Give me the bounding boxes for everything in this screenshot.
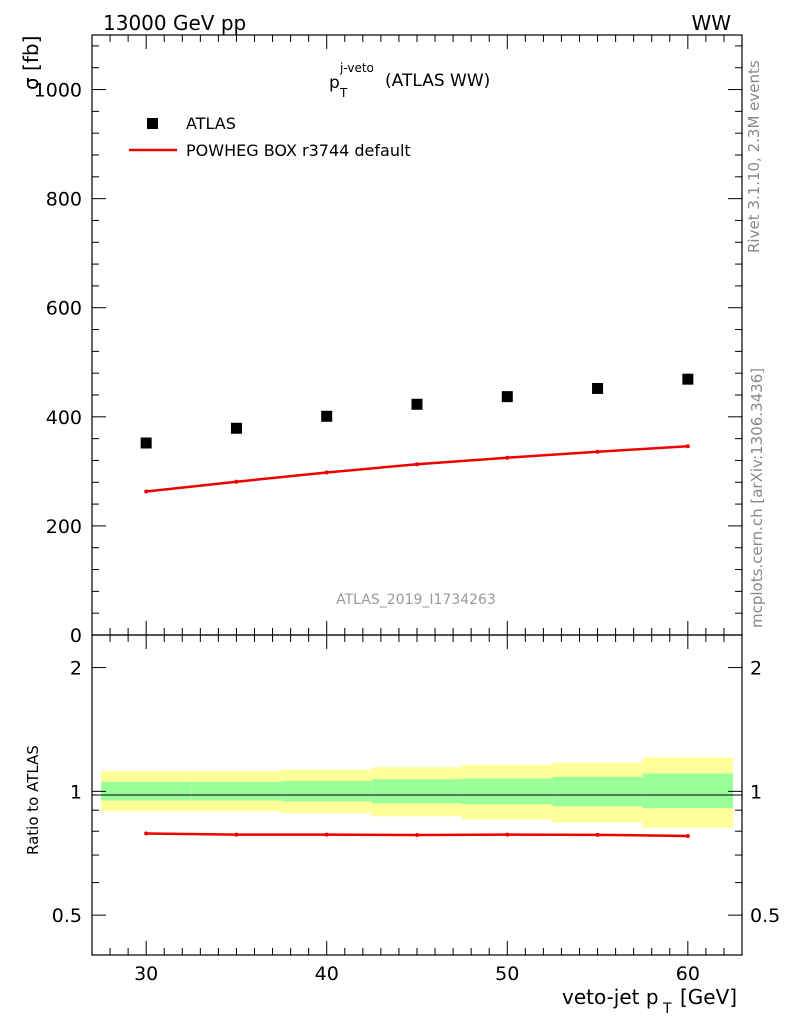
y-tick-label-main: 200	[46, 516, 82, 538]
y-tick-label-main: 800	[46, 189, 82, 211]
side-rivet-label: Rivet 3.1.10, 2.3M events	[745, 60, 763, 253]
plot-title-suffix: (ATLAS WW)	[385, 71, 490, 91]
y-tick-label-ratio-left: 0.5	[52, 905, 82, 927]
mc-series-line	[146, 445, 688, 493]
ratio-mc-point	[685, 833, 690, 838]
x-tick-label: 30	[134, 963, 158, 985]
plot-title-sup: j-veto	[339, 61, 374, 75]
data-point	[140, 437, 152, 449]
header-right: WW	[691, 11, 731, 35]
data-point	[230, 422, 242, 434]
y-tick-label-ratio-right: 2	[750, 658, 762, 680]
y-axis-label-ratio: Ratio to ATLAS	[24, 745, 42, 855]
legend-data-marker	[147, 118, 158, 129]
ratio-mc-point	[595, 832, 600, 837]
mc-point	[144, 489, 149, 494]
y-axis-label-main: σ [fb]	[19, 36, 43, 90]
data-series	[140, 373, 694, 838]
data-point	[321, 410, 333, 422]
axis-ticks	[92, 35, 742, 956]
y-tick-label-ratio-right: 1	[750, 781, 762, 803]
header-left: 13000 GeV pp	[103, 11, 246, 35]
mc-point	[595, 449, 600, 454]
y-tick-label-ratio-left: 1	[70, 781, 82, 803]
y-tick-label-main: 0	[70, 625, 82, 647]
ratio-band-inner	[101, 781, 192, 801]
ratio-band-inner	[552, 776, 643, 807]
ratio-mc-point	[505, 832, 510, 837]
ratio-band-inner	[191, 781, 282, 801]
ratio-mc-point	[234, 832, 239, 837]
ratio-band-inner	[462, 778, 553, 805]
data-point	[411, 398, 423, 410]
mc-point	[505, 455, 510, 460]
y-tick-label-main: 1000	[34, 80, 82, 102]
mc-point	[685, 444, 690, 449]
y-tick-label-ratio-right: 0.5	[750, 905, 780, 927]
data-point	[501, 391, 513, 403]
ratio-band-inner	[642, 773, 733, 809]
x-tick-label: 50	[495, 963, 519, 985]
legend-mc-label: POWHEG BOX r3744 default	[186, 141, 411, 160]
mc-point	[234, 479, 239, 484]
ratio-mc-point	[324, 832, 329, 837]
y-tick-label-main: 600	[46, 298, 82, 320]
x-axis-label-main: veto-jet p	[562, 985, 659, 1009]
x-tick-label: 60	[676, 963, 700, 985]
x-axis-label: veto-jet p	[562, 985, 659, 1009]
ratio-mc-point	[415, 833, 419, 838]
data-point	[592, 382, 604, 394]
ratio-uncertainty-bands	[101, 757, 733, 828]
y-tick-label-ratio-left: 2	[70, 658, 82, 680]
x-axis-label-sub: T	[662, 1001, 672, 1017]
x-tick-label: 40	[315, 963, 339, 985]
y-tick-label-main: 400	[46, 407, 82, 429]
plot-title-sub: T	[339, 86, 348, 100]
plot-title: p	[329, 73, 340, 93]
ratio-band-inner	[371, 779, 463, 804]
plot-title-main: p	[329, 73, 340, 93]
ratio-mc-point	[144, 831, 149, 836]
ratio-band-inner	[281, 780, 372, 802]
data-point	[682, 373, 694, 385]
analysis-watermark: ATLAS_2019_I1734263	[336, 592, 496, 608]
x-axis-label-unit: [GeV]	[680, 985, 737, 1009]
mc-point	[415, 462, 419, 467]
side-mcplots-label: mcplots.cern.ch [arXiv:1306.3436]	[748, 368, 766, 628]
mc-point	[324, 470, 329, 475]
legend-data-label: ATLAS	[186, 114, 236, 133]
